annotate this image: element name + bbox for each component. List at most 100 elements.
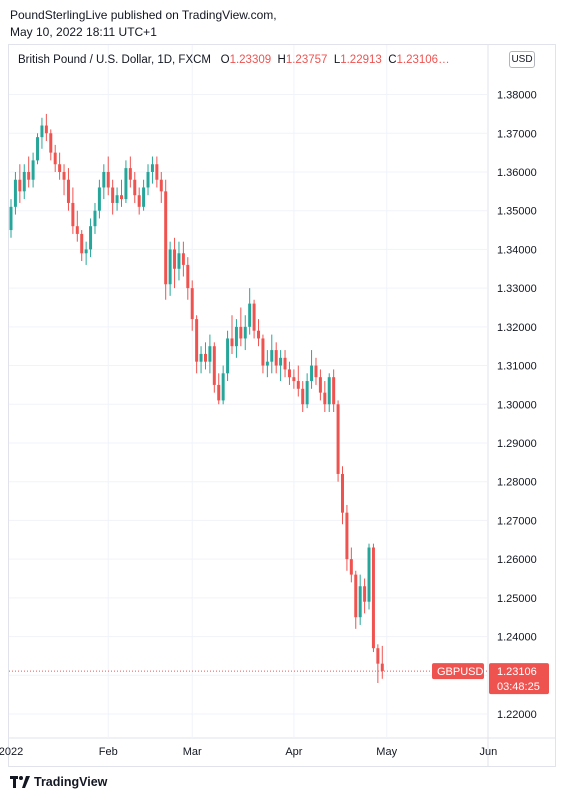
candle-body xyxy=(292,377,296,382)
candle-body xyxy=(208,346,212,362)
price-tag-symbol: GBPUSD xyxy=(437,666,484,678)
candle-body xyxy=(22,171,26,192)
candle-body xyxy=(283,357,287,370)
candle-body xyxy=(44,125,48,134)
candle-body xyxy=(124,168,128,200)
price-tag: GBPUSD 1.23106 03:48:25 xyxy=(432,663,549,695)
candle-body xyxy=(230,338,234,347)
candle-body xyxy=(217,384,221,401)
candle-body xyxy=(270,350,274,362)
candle-body xyxy=(234,326,238,347)
candle-body xyxy=(248,303,252,327)
candle-body xyxy=(310,365,314,382)
candle-body xyxy=(146,171,150,188)
price-tick-label: 1.37000 xyxy=(497,128,537,140)
publish-date: May 10, 2022 18:11 UTC+1 xyxy=(10,25,157,39)
candle-body xyxy=(301,388,305,405)
candle-body xyxy=(199,353,203,362)
price-tick-label: 1.29000 xyxy=(497,438,537,450)
high-value: 1.23757 xyxy=(285,54,328,66)
candle-body xyxy=(27,171,31,180)
candle-body xyxy=(332,377,336,405)
time-tick-label: Apr xyxy=(285,746,302,758)
candle-body xyxy=(102,171,106,188)
candle-body xyxy=(40,125,44,138)
candle-body xyxy=(31,160,35,180)
price-tick-label: 1.33000 xyxy=(497,283,537,295)
price-tag-countdown: 03:48:25 xyxy=(497,681,540,693)
candle-body xyxy=(84,249,88,254)
candle-body xyxy=(195,319,199,362)
candle-body xyxy=(115,195,119,203)
time-tick-label: May xyxy=(376,746,397,758)
candle-body xyxy=(62,171,66,180)
candle-body xyxy=(97,187,101,211)
price-tick-label: 1.27000 xyxy=(497,515,537,527)
candle-body xyxy=(177,253,181,269)
candle-body xyxy=(305,381,309,405)
candle-body xyxy=(265,361,269,366)
candle-body xyxy=(137,195,141,207)
price-tick-label: 1.28000 xyxy=(497,477,537,489)
tradingview-footer[interactable]: TradingView xyxy=(10,775,107,789)
candle-body xyxy=(221,373,225,401)
candle-body xyxy=(323,392,327,405)
candle-body xyxy=(345,512,349,560)
candle-body xyxy=(354,574,358,618)
price-tick-label: 1.35000 xyxy=(497,206,537,218)
chart-grid xyxy=(9,45,555,766)
candle-body xyxy=(181,253,185,265)
price-tick-label: 1.31000 xyxy=(497,361,537,373)
candle-body xyxy=(36,137,40,161)
price-tick-label: 1.24000 xyxy=(497,632,537,644)
low-value: 1.22913 xyxy=(340,54,382,66)
candle-body xyxy=(336,404,340,474)
open-value: 1.23309 xyxy=(229,54,272,66)
candle-body xyxy=(341,473,344,513)
candle-body xyxy=(106,171,110,188)
candle-body xyxy=(18,179,22,192)
price-tick-label: 1.26000 xyxy=(497,554,537,566)
close-label: C xyxy=(388,54,397,66)
price-tag-value: 1.23106 xyxy=(497,666,537,678)
price-tick-label: 1.25000 xyxy=(497,593,537,605)
candle-body xyxy=(66,179,70,203)
candle-body xyxy=(203,353,207,362)
price-tick-label: 1.38000 xyxy=(497,90,537,102)
candle-body xyxy=(142,187,146,207)
candle-body xyxy=(349,559,353,575)
candle-body xyxy=(186,264,190,289)
open-label: O xyxy=(220,54,230,66)
candle-body xyxy=(93,210,97,227)
candle-body xyxy=(13,179,17,207)
candle-body xyxy=(128,168,132,180)
candles-layer xyxy=(9,113,384,684)
candle-body xyxy=(243,326,247,339)
candle-body xyxy=(155,164,159,180)
candle-body xyxy=(327,377,331,405)
candle-body xyxy=(159,179,163,192)
symbol-description: British Pound / U.S. Dollar, 1D, FXCM xyxy=(18,54,212,66)
candle-body xyxy=(58,164,62,172)
publisher-line: PoundSterlingLive published on TradingVi… xyxy=(10,8,277,22)
candle-body xyxy=(274,350,278,366)
candle-body xyxy=(164,191,168,285)
candle-body xyxy=(226,338,230,374)
candle-body xyxy=(257,330,261,339)
candle-body xyxy=(75,226,79,234)
candle-body xyxy=(380,663,384,672)
candle-body xyxy=(190,288,194,320)
candle-body xyxy=(133,179,137,196)
high-label: H xyxy=(277,54,286,66)
close-value: 1.23106… xyxy=(396,54,450,66)
candle-body xyxy=(363,586,367,602)
symbol-legend: British Pound / U.S. Dollar, 1D, FXCM O1… xyxy=(18,52,450,68)
candle-body xyxy=(318,377,322,393)
candle-body xyxy=(358,586,362,618)
candle-body xyxy=(173,249,177,269)
currency-button[interactable]: USD xyxy=(509,51,535,68)
candle-body xyxy=(53,152,57,165)
tradingview-brand: TradingView xyxy=(34,775,108,789)
time-axis: 2022 Feb Mar Apr May Jun xyxy=(0,746,497,758)
